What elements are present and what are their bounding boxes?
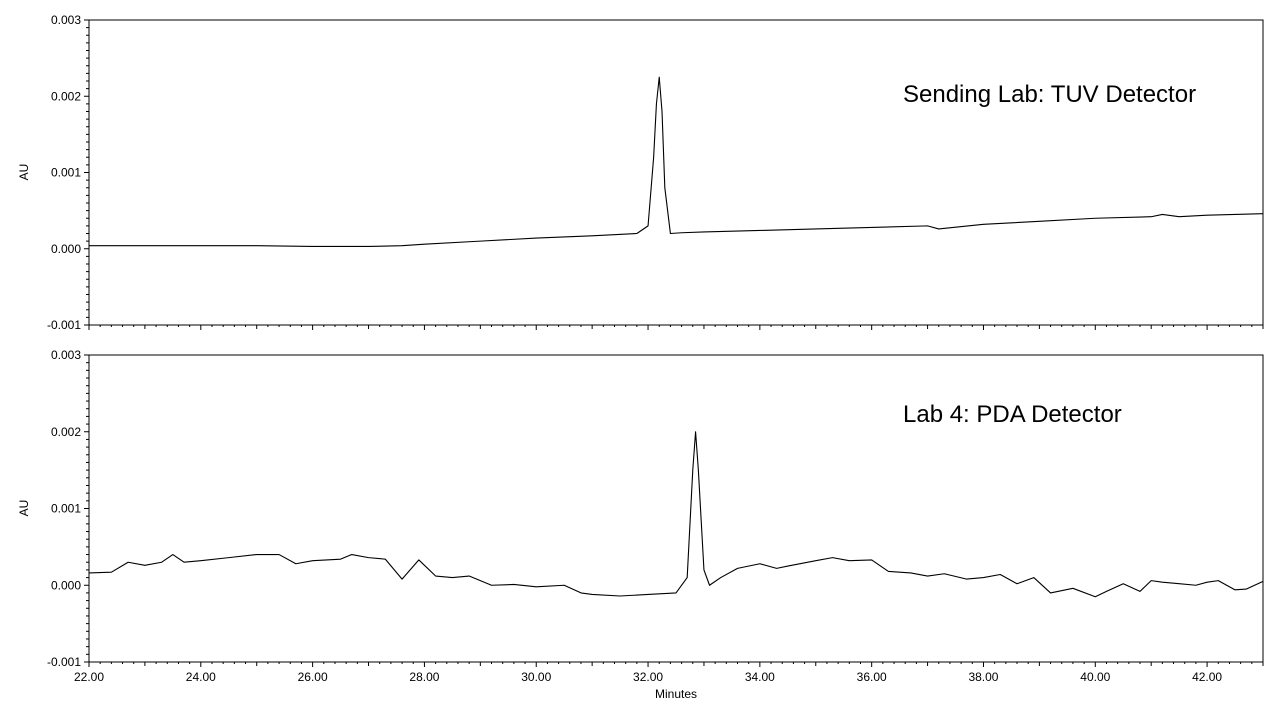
y-tick-label: -0.001 [47, 655, 81, 669]
panel-annotation-bottom: Lab 4: PDA Detector [903, 401, 1122, 428]
x-tick-label: 36.00 [857, 670, 887, 684]
x-tick-label: 22.00 [74, 670, 104, 684]
x-tick-label: 24.00 [186, 670, 216, 684]
plot-frame [88, 19, 1264, 326]
chart-panel-bottom: Lab 4: PDA Detector AU Minutes -0.001 0.0… [17, 348, 1264, 701]
x-tick-label: 38.00 [968, 670, 998, 684]
panel-annotation-top: Sending Lab: TUV Detector [903, 81, 1196, 108]
x-tick-label: 34.00 [745, 670, 775, 684]
y-tick-label: 0.003 [51, 13, 81, 27]
x-tick-label: 40.00 [1080, 670, 1110, 684]
y-tick-label: -0.001 [47, 318, 81, 332]
y-tick-label: 0.000 [51, 242, 81, 256]
y-tick-label: 0.002 [51, 425, 81, 439]
y-tick-label: 0.001 [51, 166, 81, 180]
y-tick-label: 0.001 [51, 502, 81, 516]
x-tick-label: 26.00 [298, 670, 328, 684]
y-tick-label: 0.000 [51, 578, 81, 592]
y-tick-label: 0.002 [51, 89, 81, 103]
y-axis-title-top: AU [17, 164, 31, 181]
x-tick-label: 32.00 [633, 670, 663, 684]
x-axis-title: Minutes [655, 687, 697, 701]
y-axis-title-bottom: AU [17, 500, 31, 517]
x-tick-label: 30.00 [521, 670, 551, 684]
series-line [89, 76, 1264, 248]
series-line [88, 431, 1264, 598]
x-tick-label: 42.00 [1192, 670, 1222, 684]
y-tick-label: 0.003 [51, 348, 81, 362]
x-tick-label: 28.00 [409, 670, 439, 684]
chart-panel-top: Sending Lab: TUV Detector AU -0.001 0.000… [17, 13, 1264, 332]
